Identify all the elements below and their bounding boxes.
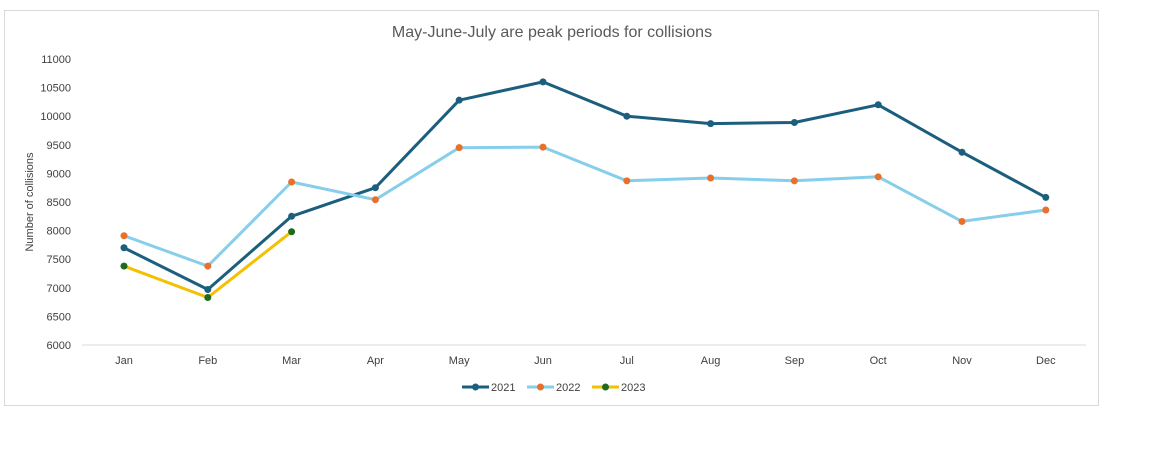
data-point-2022 bbox=[790, 177, 798, 185]
data-point-2022 bbox=[455, 144, 463, 152]
y-tick-label: 8500 bbox=[47, 197, 71, 209]
data-point-2021 bbox=[958, 148, 966, 156]
data-point-2021 bbox=[455, 96, 463, 104]
data-point-2022 bbox=[958, 217, 966, 225]
legend-label: 2022 bbox=[556, 382, 580, 394]
chart-title: May-June-July are peak periods for colli… bbox=[392, 24, 712, 41]
x-tick-label: Dec bbox=[1036, 355, 1056, 367]
y-tick-label: 6500 bbox=[47, 311, 71, 323]
legend-marker-2022 bbox=[537, 383, 544, 391]
data-point-2022 bbox=[623, 177, 631, 185]
data-point-2023 bbox=[120, 262, 128, 270]
y-tick-label: 11000 bbox=[41, 54, 71, 66]
data-point-2022 bbox=[1042, 206, 1050, 214]
y-tick-label: 9500 bbox=[47, 140, 71, 152]
x-tick-label: Oct bbox=[870, 355, 887, 367]
legend-marker-2021 bbox=[472, 383, 479, 391]
y-tick-label: 10000 bbox=[40, 111, 71, 123]
data-point-2022 bbox=[120, 232, 128, 240]
x-tick-label: Sep bbox=[785, 355, 805, 367]
legend-label: 2021 bbox=[491, 382, 515, 394]
data-point-2023 bbox=[288, 228, 296, 236]
x-tick-labels: Jan Feb Mar Apr May Jun Jul Aug Sep Oct Nov Dec bbox=[115, 355, 1056, 367]
data-point-2022 bbox=[204, 262, 212, 270]
data-point-2021 bbox=[120, 244, 128, 252]
series-group bbox=[120, 78, 1050, 302]
y-tick-label: 7000 bbox=[47, 283, 71, 295]
y-tick-labels: 6000 6500 7000 7500 8000 8500 9000 9500 10000 105… bbox=[40, 54, 71, 352]
data-point-2023 bbox=[204, 294, 212, 302]
data-point-2022 bbox=[288, 178, 296, 186]
y-tick-label: 8000 bbox=[47, 226, 71, 238]
y-axis-title: Number of collisions bbox=[24, 152, 36, 252]
x-tick-label: May bbox=[449, 355, 470, 367]
data-point-2021 bbox=[288, 212, 296, 220]
data-point-2022 bbox=[707, 174, 715, 182]
data-point-2022 bbox=[874, 173, 882, 181]
data-point-2022 bbox=[539, 143, 547, 151]
y-tick-label: 9000 bbox=[47, 168, 71, 180]
data-point-2021 bbox=[539, 78, 547, 86]
y-tick-label: 7500 bbox=[47, 254, 71, 266]
data-point-2022 bbox=[371, 196, 379, 204]
x-tick-label: Mar bbox=[282, 355, 301, 367]
data-point-2021 bbox=[1042, 193, 1050, 201]
x-tick-label: Aug bbox=[701, 355, 721, 367]
data-point-2021 bbox=[707, 120, 715, 128]
y-tick-label: 6000 bbox=[47, 340, 71, 352]
data-point-2021 bbox=[790, 118, 798, 126]
x-tick-label: Jun bbox=[534, 355, 552, 367]
x-tick-label: Apr bbox=[367, 355, 384, 367]
y-tick-label: 10500 bbox=[40, 83, 71, 95]
x-tick-label: Jan bbox=[115, 355, 133, 367]
data-point-2021 bbox=[874, 101, 882, 109]
data-point-2021 bbox=[623, 112, 631, 120]
x-tick-label: Jul bbox=[620, 355, 634, 367]
data-point-2021 bbox=[204, 286, 212, 294]
x-tick-label: Nov bbox=[952, 355, 972, 367]
legend-label: 2023 bbox=[621, 382, 645, 394]
series-line-2021 bbox=[123, 80, 1047, 291]
legend: 2021 2022 2023 bbox=[462, 382, 645, 394]
legend-marker-2023 bbox=[602, 383, 609, 391]
x-tick-label: Feb bbox=[198, 355, 217, 367]
chart-frame bbox=[4, 10, 1099, 406]
series-line-2022 bbox=[123, 145, 1047, 268]
data-point-2021 bbox=[371, 184, 379, 192]
